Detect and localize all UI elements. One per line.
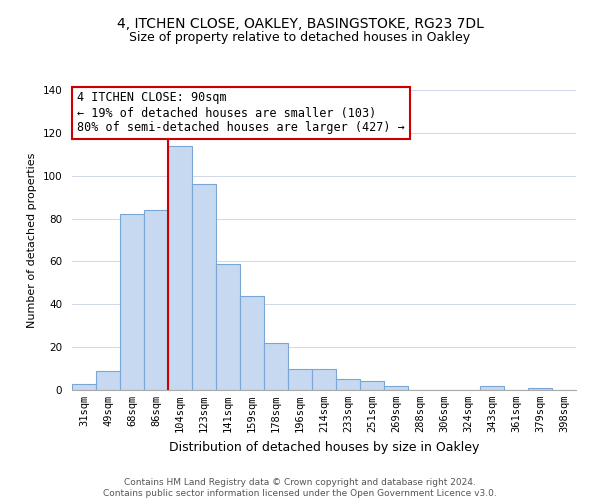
Bar <box>288 368 312 390</box>
Bar <box>72 384 96 390</box>
Bar <box>216 264 240 390</box>
Bar <box>120 214 144 390</box>
Text: Contains HM Land Registry data © Crown copyright and database right 2024.
Contai: Contains HM Land Registry data © Crown c… <box>103 478 497 498</box>
Y-axis label: Number of detached properties: Number of detached properties <box>27 152 37 328</box>
Bar <box>168 146 192 390</box>
Bar <box>240 296 264 390</box>
Bar <box>144 210 168 390</box>
X-axis label: Distribution of detached houses by size in Oakley: Distribution of detached houses by size … <box>169 440 479 454</box>
Bar <box>312 368 336 390</box>
Bar <box>480 386 504 390</box>
Bar <box>192 184 216 390</box>
Bar <box>264 343 288 390</box>
Bar <box>336 380 360 390</box>
Bar <box>96 370 120 390</box>
Text: Size of property relative to detached houses in Oakley: Size of property relative to detached ho… <box>130 31 470 44</box>
Text: 4 ITCHEN CLOSE: 90sqm
← 19% of detached houses are smaller (103)
80% of semi-det: 4 ITCHEN CLOSE: 90sqm ← 19% of detached … <box>77 92 405 134</box>
Bar <box>528 388 552 390</box>
Text: 4, ITCHEN CLOSE, OAKLEY, BASINGSTOKE, RG23 7DL: 4, ITCHEN CLOSE, OAKLEY, BASINGSTOKE, RG… <box>116 18 484 32</box>
Bar <box>384 386 408 390</box>
Bar <box>360 382 384 390</box>
